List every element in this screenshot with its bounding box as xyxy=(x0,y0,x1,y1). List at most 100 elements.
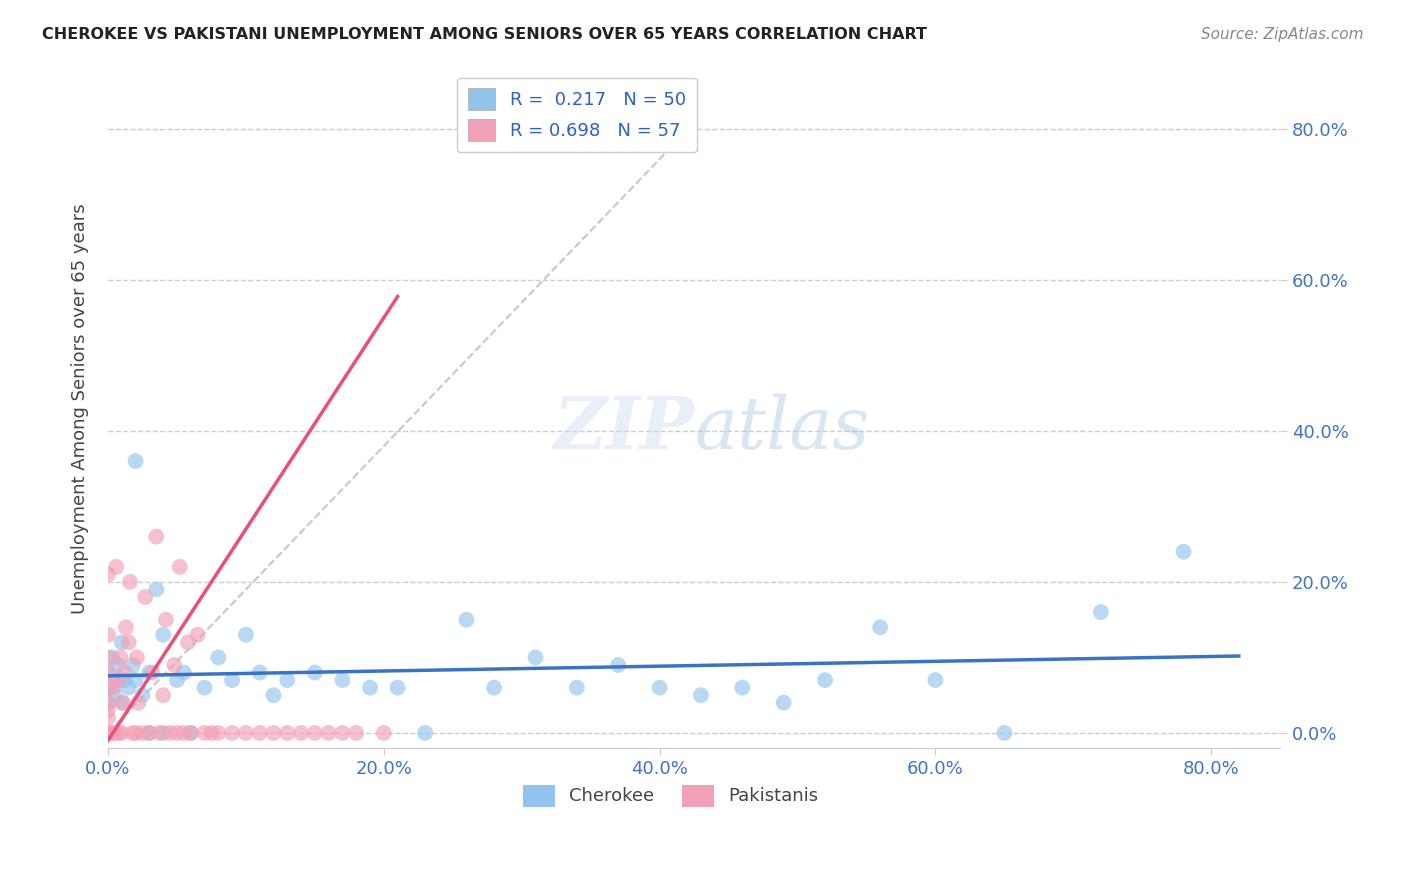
Point xyxy=(318,726,340,740)
Point xyxy=(163,657,186,672)
Text: Source: ZipAtlas.com: Source: ZipAtlas.com xyxy=(1201,27,1364,42)
Point xyxy=(169,559,191,574)
Point xyxy=(131,726,153,740)
Point xyxy=(127,696,149,710)
Point xyxy=(115,620,138,634)
Point xyxy=(221,726,243,740)
Point xyxy=(118,681,141,695)
Point xyxy=(387,681,409,695)
Point xyxy=(124,726,146,740)
Point xyxy=(565,681,588,695)
Point xyxy=(177,635,200,649)
Point xyxy=(124,673,146,687)
Point xyxy=(276,673,298,687)
Point xyxy=(221,673,243,687)
Point xyxy=(97,726,120,740)
Point xyxy=(173,665,195,680)
Point xyxy=(207,650,229,665)
Legend: Cherokee, Pakistanis: Cherokee, Pakistanis xyxy=(515,777,825,814)
Point xyxy=(108,673,131,687)
Point xyxy=(924,673,946,687)
Point xyxy=(138,726,160,740)
Point xyxy=(97,665,120,680)
Point xyxy=(97,703,120,717)
Point xyxy=(118,574,141,589)
Point xyxy=(993,726,1015,740)
Point xyxy=(263,688,285,702)
Point xyxy=(359,681,381,695)
Point xyxy=(413,726,436,740)
Point xyxy=(131,688,153,702)
Point xyxy=(134,590,156,604)
Point xyxy=(107,673,129,687)
Point xyxy=(97,681,120,695)
Point xyxy=(101,726,124,740)
Point xyxy=(97,567,120,582)
Point xyxy=(114,673,136,687)
Point xyxy=(121,726,143,740)
Point xyxy=(97,650,120,665)
Point xyxy=(97,696,120,710)
Point xyxy=(524,650,547,665)
Y-axis label: Unemployment Among Seniors over 65 years: Unemployment Among Seniors over 65 years xyxy=(72,203,89,614)
Point xyxy=(166,726,188,740)
Point xyxy=(152,688,174,702)
Point xyxy=(193,681,215,695)
Point xyxy=(97,726,120,740)
Point xyxy=(456,613,478,627)
Point xyxy=(166,673,188,687)
Point xyxy=(104,688,127,702)
Point xyxy=(138,665,160,680)
Point xyxy=(249,665,271,680)
Point xyxy=(1173,545,1195,559)
Point xyxy=(138,726,160,740)
Point xyxy=(121,657,143,672)
Point xyxy=(814,673,837,687)
Point xyxy=(111,726,134,740)
Text: CHEROKEE VS PAKISTANI UNEMPLOYMENT AMONG SENIORS OVER 65 YEARS CORRELATION CHART: CHEROKEE VS PAKISTANI UNEMPLOYMENT AMONG… xyxy=(42,27,927,42)
Point xyxy=(148,726,170,740)
Point xyxy=(111,696,134,710)
Point xyxy=(180,726,202,740)
Text: atlas: atlas xyxy=(695,393,869,464)
Point xyxy=(648,681,671,695)
Point xyxy=(145,530,167,544)
Point xyxy=(97,711,120,725)
Point xyxy=(101,650,124,665)
Point xyxy=(731,681,754,695)
Point xyxy=(97,665,120,680)
Point xyxy=(152,628,174,642)
Point xyxy=(207,726,229,740)
Point xyxy=(108,726,131,740)
Point xyxy=(373,726,395,740)
Point xyxy=(155,613,177,627)
Point xyxy=(97,628,120,642)
Point xyxy=(187,628,209,642)
Point xyxy=(125,650,148,665)
Point xyxy=(107,657,129,672)
Point xyxy=(193,726,215,740)
Point xyxy=(249,726,271,740)
Point xyxy=(103,681,125,695)
Point xyxy=(180,726,202,740)
Point xyxy=(332,726,354,740)
Point xyxy=(111,635,134,649)
Point xyxy=(332,673,354,687)
Point xyxy=(100,681,122,695)
Point xyxy=(173,726,195,740)
Point xyxy=(235,726,257,740)
Point xyxy=(290,726,312,740)
Point xyxy=(114,665,136,680)
Point xyxy=(304,726,326,740)
Point xyxy=(482,681,505,695)
Point xyxy=(304,665,326,680)
Point xyxy=(235,628,257,642)
Point xyxy=(97,696,120,710)
Point xyxy=(690,688,713,702)
Point xyxy=(772,696,794,710)
Point xyxy=(200,726,222,740)
Point xyxy=(344,726,367,740)
Point xyxy=(1090,605,1112,619)
Point xyxy=(276,726,298,740)
Point xyxy=(105,559,128,574)
